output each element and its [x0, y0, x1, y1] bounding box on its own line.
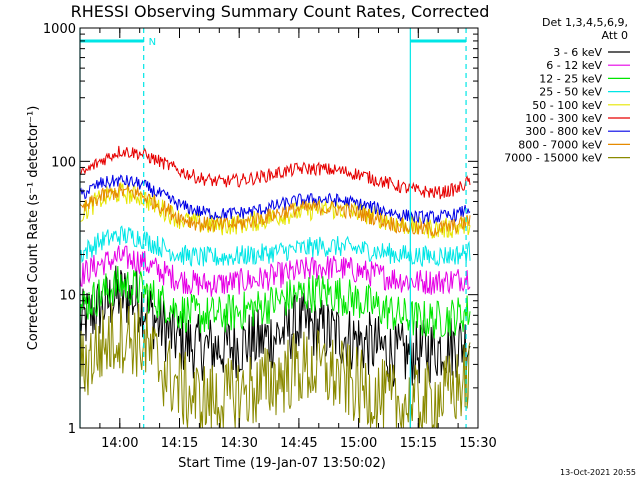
night-label: N: [149, 37, 156, 48]
x-axis: 14:00 14:15 14:30 14:45 15:00 15:15 15:30: [79, 28, 497, 451]
legend-label: 3 - 6 keV: [553, 46, 602, 59]
series-line-1: [79, 245, 471, 297]
y-axis-label: Corrected Count Rate (s⁻¹ detector⁻¹): [26, 106, 41, 351]
legend-label: 100 - 300 keV: [525, 112, 602, 125]
series-line-6: [79, 174, 471, 225]
legend-label: 25 - 50 keV: [539, 86, 602, 99]
legend-label: 50 - 100 keV: [532, 99, 602, 112]
x-tick-label: 14:45: [280, 436, 317, 451]
y-tick-label: 10: [59, 289, 76, 304]
series-line-5: [79, 145, 471, 200]
x-tick-label: 15:15: [400, 436, 437, 451]
chart-title: RHESSI Observing Summary Count Rates, Co…: [71, 2, 490, 21]
series-line-3: [79, 225, 471, 267]
x-tick-label: 14:30: [220, 436, 257, 451]
y-tick-label: 100: [51, 155, 76, 170]
legend-label: 12 - 25 keV: [539, 72, 602, 85]
y-axis: 1 10 100 1000: [43, 22, 478, 437]
series-line-7: [79, 183, 471, 237]
x-tick-label: 14:15: [161, 436, 198, 451]
legend-header-line-2: Att 0: [602, 29, 628, 42]
series-layer: [79, 145, 471, 429]
series-line-0: [79, 265, 471, 387]
night-marker-layer: N: [79, 28, 467, 428]
y-tick-label: 1: [68, 422, 76, 437]
legend-label: 6 - 12 keV: [546, 59, 602, 72]
x-tick-label: 15:00: [340, 436, 377, 451]
legend-label: 300 - 800 keV: [525, 125, 602, 138]
legend-label: 7000 - 15000 keV: [504, 152, 602, 165]
x-tick-label: 14:00: [101, 436, 138, 451]
series-line-2: [79, 265, 471, 339]
legend-label: 800 - 7000 keV: [518, 138, 602, 151]
series-line-8: [79, 298, 471, 429]
y-tick-label: 1000: [43, 22, 76, 37]
x-axis-label: Start Time (19-Jan-07 13:50:02): [178, 456, 386, 471]
generation-timestamp: 13-Oct-2021 20:55: [560, 468, 636, 477]
x-tick-label: 15:30: [459, 436, 496, 451]
legend-header-line-1: Det 1,3,4,5,6,9,: [542, 16, 628, 29]
